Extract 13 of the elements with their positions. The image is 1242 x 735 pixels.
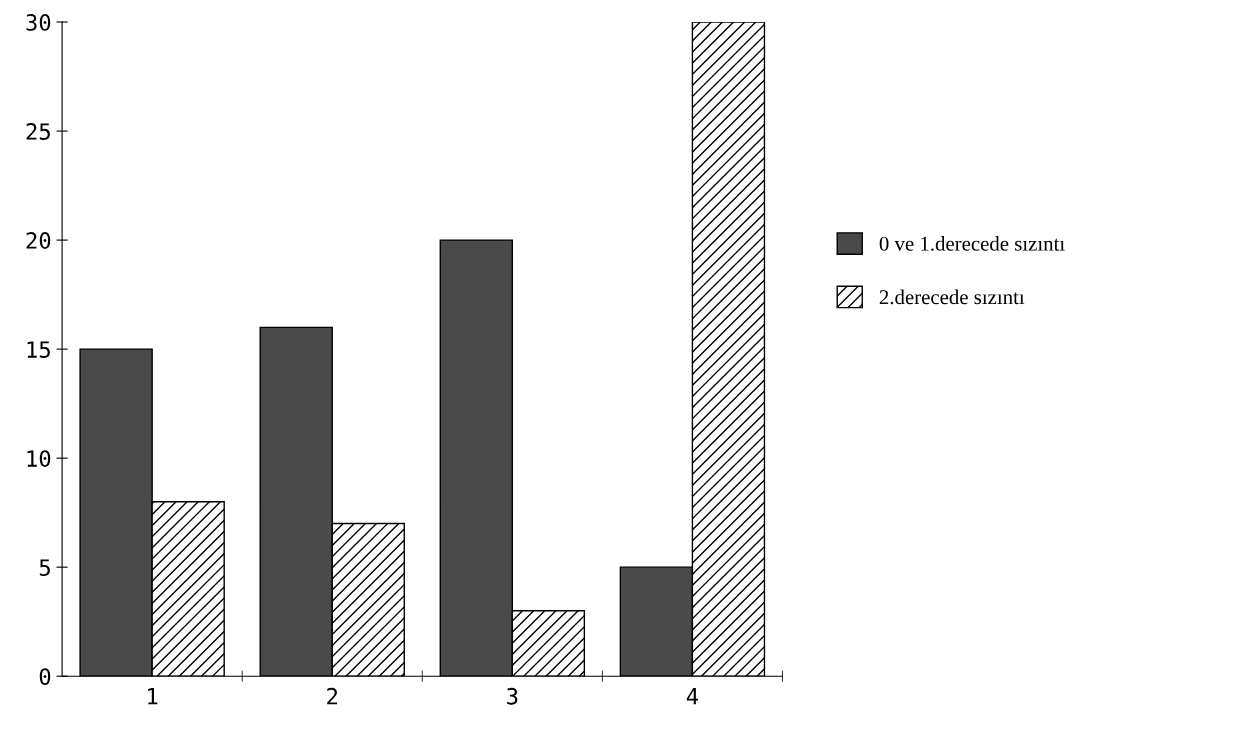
y-tick-label: 30 [26, 14, 51, 31]
y-tick-label: 10 [27, 450, 51, 467]
x-tick-label: 1 [148, 688, 158, 705]
x-tick-label: 4 [686, 688, 699, 705]
x-tick-label: 2 [327, 687, 338, 705]
x-tick-label: 3 [507, 687, 518, 705]
legend-label: 0 ve 1.derecede sızıntı [879, 236, 1065, 251]
legend-label: 2.derecede sızıntı [879, 289, 1025, 305]
y-tick-label: 25 [26, 123, 50, 140]
y-tick-label: 20 [26, 232, 51, 249]
y-tick-label: 0 [39, 668, 51, 686]
y-tick-label: 5 [39, 559, 50, 576]
y-tick-label: 15 [27, 341, 50, 358]
